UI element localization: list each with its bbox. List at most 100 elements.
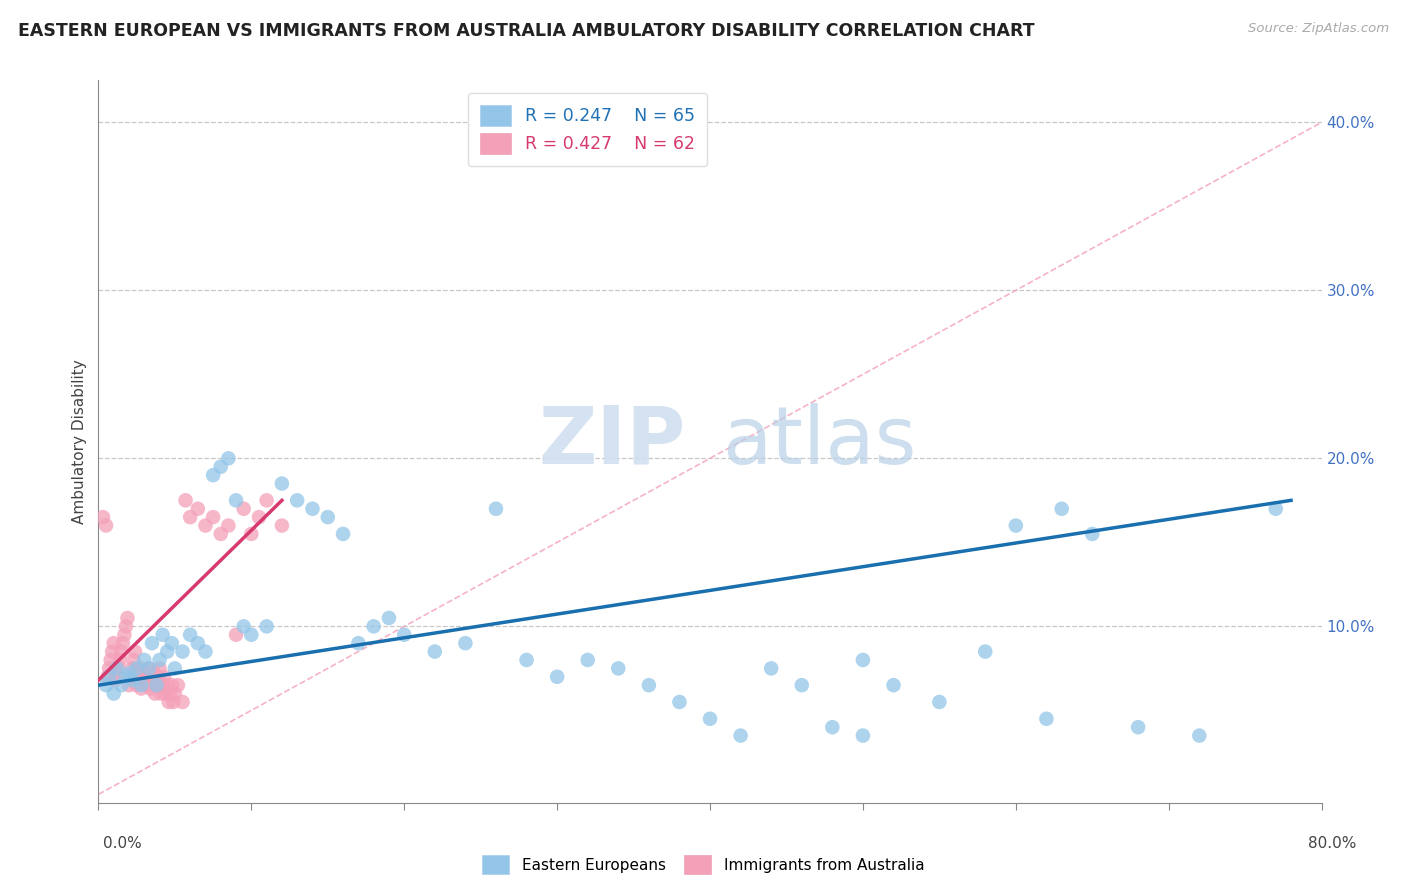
Point — [363, 619, 385, 633]
Point — [852, 653, 875, 667]
Point — [135, 678, 157, 692]
Point — [103, 636, 125, 650]
Point — [134, 665, 156, 679]
Point — [145, 678, 167, 692]
Point — [1050, 501, 1073, 516]
Point — [546, 670, 568, 684]
Point — [1081, 527, 1104, 541]
Legend: Eastern Europeans, Immigrants from Australia: Eastern Europeans, Immigrants from Austr… — [475, 849, 931, 880]
Point — [162, 695, 184, 709]
Point — [576, 653, 599, 667]
Point — [163, 661, 186, 675]
Point — [98, 670, 121, 684]
Point — [454, 636, 477, 650]
Point — [285, 493, 308, 508]
Point — [347, 636, 370, 650]
Point — [163, 687, 186, 701]
Point — [174, 493, 197, 508]
Point — [516, 653, 538, 667]
Point — [125, 661, 148, 675]
Point — [974, 644, 997, 658]
Point — [172, 644, 194, 658]
Point — [217, 518, 239, 533]
Point — [301, 501, 323, 516]
Point — [209, 527, 232, 541]
Point — [98, 661, 121, 675]
Point — [485, 501, 508, 516]
Point — [118, 666, 141, 681]
Point — [145, 678, 167, 692]
Point — [202, 510, 225, 524]
Point — [117, 611, 139, 625]
Point — [94, 678, 117, 692]
Point — [160, 678, 183, 692]
Point — [101, 644, 124, 658]
Point — [136, 670, 159, 684]
Point — [790, 678, 813, 692]
Point — [138, 661, 160, 675]
Point — [852, 729, 875, 743]
Point — [1035, 712, 1057, 726]
Point — [118, 678, 141, 692]
Point — [159, 687, 181, 701]
Point — [232, 501, 254, 516]
Point — [225, 493, 247, 508]
Point — [115, 670, 138, 684]
Point — [928, 695, 950, 709]
Point — [172, 695, 194, 709]
Text: 80.0%: 80.0% — [1309, 836, 1357, 851]
Point — [883, 678, 905, 692]
Point — [120, 670, 142, 684]
Point — [132, 673, 155, 687]
Point — [105, 661, 128, 675]
Point — [256, 619, 278, 633]
Point — [149, 661, 172, 675]
Point — [134, 653, 156, 667]
Legend: R = 0.247    N = 65, R = 0.427    N = 62: R = 0.247 N = 65, R = 0.427 N = 62 — [468, 93, 707, 166]
Point — [316, 510, 339, 524]
Point — [115, 619, 138, 633]
Point — [378, 611, 401, 625]
Point — [194, 518, 217, 533]
Point — [153, 670, 176, 684]
Point — [97, 670, 120, 684]
Point — [209, 459, 232, 474]
Text: ZIP: ZIP — [538, 402, 686, 481]
Y-axis label: Ambulatory Disability: Ambulatory Disability — [72, 359, 87, 524]
Point — [1128, 720, 1150, 734]
Point — [129, 678, 152, 692]
Point — [129, 681, 152, 696]
Point — [121, 673, 143, 687]
Point — [139, 681, 162, 696]
Point — [103, 687, 125, 701]
Point — [332, 527, 354, 541]
Point — [256, 493, 278, 508]
Point — [122, 653, 145, 667]
Point — [110, 678, 132, 692]
Point — [107, 659, 129, 673]
Point — [187, 501, 209, 516]
Point — [157, 695, 180, 709]
Point — [179, 510, 201, 524]
Point — [110, 644, 132, 658]
Point — [149, 653, 172, 667]
Point — [240, 527, 263, 541]
Point — [759, 661, 782, 675]
Point — [247, 510, 270, 524]
Text: Source: ZipAtlas.com: Source: ZipAtlas.com — [1249, 22, 1389, 36]
Point — [125, 678, 148, 692]
Point — [217, 451, 239, 466]
Point — [124, 644, 146, 658]
Text: atlas: atlas — [723, 402, 917, 481]
Point — [187, 636, 209, 650]
Point — [127, 670, 149, 684]
Point — [150, 687, 173, 701]
Point — [121, 661, 143, 675]
Point — [821, 720, 844, 734]
Point — [108, 653, 131, 667]
Text: 0.0%: 0.0% — [103, 836, 142, 851]
Point — [100, 653, 122, 667]
Point — [141, 636, 163, 650]
Point — [156, 678, 179, 692]
Point — [112, 628, 135, 642]
